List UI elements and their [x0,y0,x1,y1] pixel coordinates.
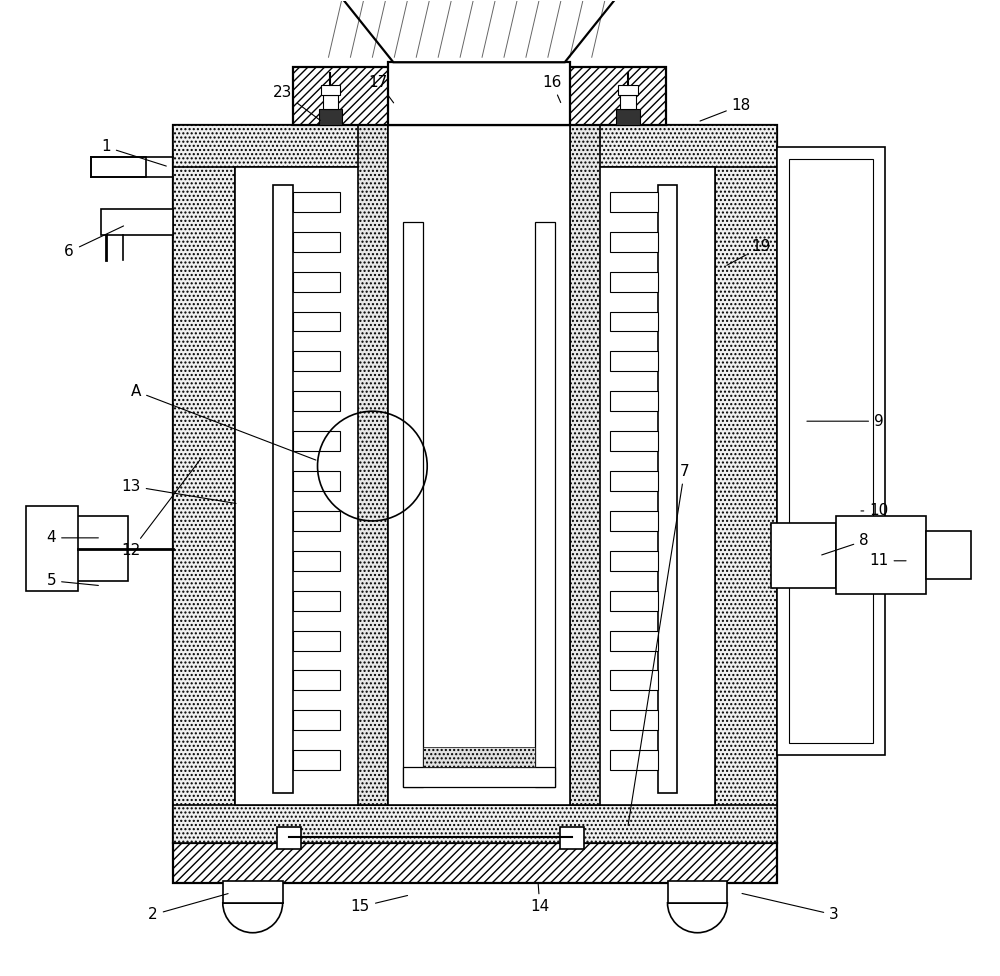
Text: 19: 19 [727,239,771,265]
Bar [293,391,340,411]
Text: 18: 18 [700,98,751,121]
Polygon shape [333,0,625,62]
Text: 9: 9 [807,414,884,428]
Bar [293,67,666,125]
Bar [610,471,658,491]
Bar [610,231,658,252]
Bar [56,516,128,581]
Bar [610,431,658,451]
Bar [173,125,235,843]
Bar [610,271,658,292]
Text: 13: 13 [121,478,236,504]
Text: 14: 14 [530,882,550,915]
Bar [173,125,777,167]
Text: 8: 8 [822,533,869,555]
Bar [293,271,340,292]
Bar [293,311,340,332]
Bar [668,881,727,903]
Bar [535,222,555,788]
Bar [610,391,658,411]
Bar [293,711,340,730]
Bar [610,590,658,611]
Bar [423,748,535,767]
Bar [836,516,926,593]
Bar [293,550,340,571]
Bar [293,231,340,252]
Text: 10: 10 [861,504,889,518]
Text: 3: 3 [742,893,839,922]
Bar [277,827,301,849]
Text: 1: 1 [101,140,166,166]
Bar [715,125,777,843]
Bar [388,62,570,125]
Bar [321,85,340,95]
Bar [319,109,342,125]
Bar [610,351,658,371]
Bar [293,630,340,651]
Bar [101,209,173,234]
Text: 5: 5 [46,573,98,589]
Bar [173,125,777,843]
Bar [173,843,777,883]
Text: 23: 23 [273,85,320,120]
Bar [570,125,600,805]
Bar [560,827,584,849]
Text: 15: 15 [351,896,408,915]
Bar [293,751,340,770]
Bar [618,85,638,95]
Bar [403,222,423,788]
Bar [293,471,340,491]
Bar [388,125,570,805]
Bar [658,184,677,793]
Bar [323,95,338,109]
Text: 4: 4 [46,530,98,546]
Bar [610,751,658,770]
Text: 12: 12 [121,459,201,558]
Bar [223,881,283,903]
Bar [610,671,658,690]
Text: 17: 17 [369,74,394,102]
Wedge shape [668,903,727,933]
Bar [771,523,836,588]
Bar [293,671,340,690]
Bar [610,711,658,730]
Bar [358,125,388,805]
Bar [610,630,658,651]
Wedge shape [223,903,283,933]
Bar [293,431,340,451]
Bar [26,506,78,590]
Bar [610,510,658,531]
Bar [403,767,555,788]
Text: 2: 2 [148,894,228,922]
Text: 16: 16 [542,74,562,102]
Bar [293,590,340,611]
Text: A: A [131,384,316,460]
Text: 6: 6 [64,225,124,260]
Bar [235,167,715,805]
Bar [293,510,340,531]
Bar [616,109,640,125]
Bar [91,157,146,177]
Bar [273,184,293,793]
Text: 11: 11 [869,553,906,568]
Bar [926,531,971,579]
Bar [173,805,777,843]
Bar [789,159,873,744]
Bar [293,192,340,212]
Bar [610,311,658,332]
Bar [293,351,340,371]
Bar [620,95,636,109]
Bar [610,550,658,571]
Text: 7: 7 [628,464,689,826]
Bar [777,147,885,755]
Bar [610,192,658,212]
